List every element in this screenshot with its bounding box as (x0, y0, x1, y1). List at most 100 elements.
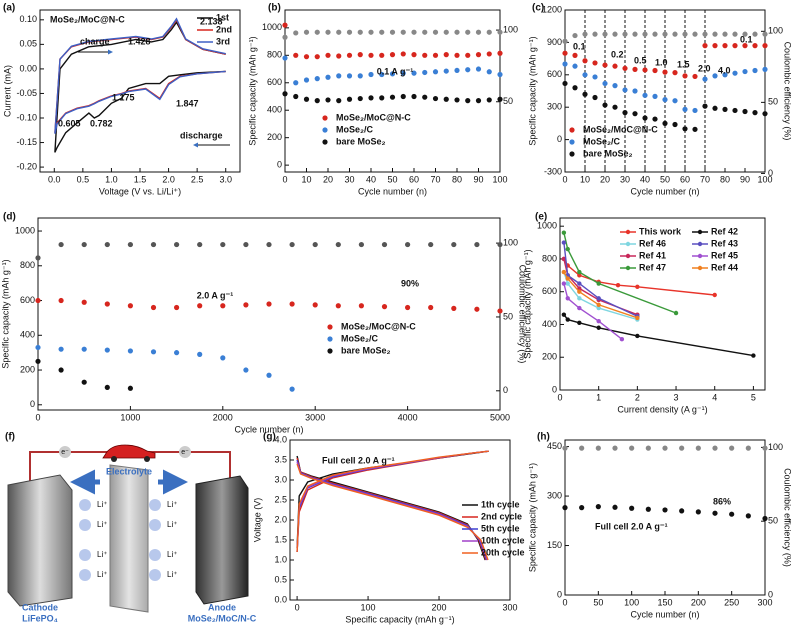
data-point (632, 66, 638, 72)
data-point (486, 97, 492, 103)
data-point (579, 445, 585, 451)
legend-marker (327, 336, 333, 342)
data-point (595, 504, 601, 510)
x-tick-label: 70 (430, 174, 440, 184)
y-tick-label: 450 (547, 441, 562, 451)
data-point (220, 355, 226, 361)
data-point (150, 304, 157, 311)
plot-frame (564, 439, 766, 596)
data-point (400, 29, 406, 35)
data-point (562, 38, 568, 44)
x-tick-label: 100 (361, 602, 376, 612)
y-tick-label: 150 (547, 540, 562, 550)
data-point (712, 43, 718, 49)
legend-label: bare MoSe₂ (336, 136, 386, 146)
cathode-material: LiFePO₄ (22, 613, 58, 623)
electron-icon (59, 446, 71, 458)
data-point (497, 71, 503, 78)
y-tick-label: 800 (542, 253, 557, 263)
data-point (622, 65, 628, 71)
data-point (58, 367, 64, 373)
wheel (111, 456, 117, 462)
data-point (357, 52, 363, 58)
data-point (752, 31, 758, 37)
ion-label: Li⁺ (97, 570, 107, 579)
anode-material: MoSe₂/MoC/N-C (188, 613, 257, 623)
y-tick-label: 200 (20, 364, 35, 374)
data-point (303, 96, 310, 102)
data-point (662, 120, 668, 126)
y-tick-label: 900 (547, 37, 562, 47)
data-point (565, 296, 570, 301)
data-point (465, 29, 471, 35)
data-point (358, 241, 364, 248)
x-tick-label: 60 (680, 174, 690, 184)
data-point (336, 53, 342, 59)
data-point (325, 29, 331, 35)
data-point (346, 29, 353, 35)
data-point (645, 445, 651, 451)
data-point (422, 52, 428, 58)
data-point (243, 302, 249, 308)
data-point (595, 445, 601, 451)
data-point (572, 52, 578, 58)
data-point (58, 241, 64, 248)
data-point (652, 93, 658, 99)
data-point (577, 320, 582, 326)
x-tick-label: 5000 (490, 412, 510, 422)
x-axis-label: Current density (A g⁻¹) (617, 404, 707, 414)
data-point (312, 302, 318, 308)
y-tick-label: 200 (542, 352, 557, 362)
data-point (104, 347, 110, 353)
data-point (722, 72, 728, 78)
data-point (702, 31, 708, 37)
legend-marker (327, 348, 333, 354)
legend-label: MoSe₂/MoC@N-C (336, 112, 411, 122)
data-point (428, 304, 434, 311)
data-point (381, 304, 388, 310)
data-point (411, 93, 417, 100)
data-point (346, 52, 353, 58)
data-point (712, 31, 718, 37)
data-point (592, 60, 598, 66)
data-point (619, 337, 625, 342)
data-point (602, 31, 608, 37)
y-tick-label: 300 (547, 102, 562, 112)
data-point (562, 61, 568, 67)
data-point (596, 319, 601, 324)
y-tick-label: 800 (267, 50, 282, 60)
data-point (150, 349, 157, 355)
panel: (h)0 50 100 150 200 250 3000150300450050100Cyc… (527, 432, 792, 620)
data-point (635, 315, 640, 321)
x-tick-label: 0 (562, 174, 567, 184)
data-point (562, 80, 568, 87)
y-tick-label: 3.0 (274, 474, 287, 484)
data-point (722, 106, 728, 112)
data-point (562, 445, 568, 451)
data-point (400, 70, 406, 76)
data-point (266, 372, 272, 378)
legend-label: 3rd (216, 36, 230, 46)
x-tick-label: 2.0 (162, 174, 175, 184)
data-point (762, 445, 768, 451)
y-tick-label: 300 (547, 490, 562, 500)
x-tick-label: 1.5 (134, 174, 147, 184)
data-point (582, 58, 588, 64)
data-point (612, 31, 618, 37)
data-point (293, 80, 299, 86)
y2-tick-label: 50 (503, 311, 513, 321)
data-point (565, 276, 570, 281)
legend-marker (322, 127, 328, 133)
data-point (762, 31, 768, 37)
legend-label: Ref 47 (639, 262, 666, 272)
data-line (296, 450, 489, 561)
data-point (293, 93, 299, 100)
y2-tick-label: 0 (503, 385, 508, 395)
x-tick-label: 50 (387, 174, 397, 184)
y-tick-label: 0.5 (274, 574, 287, 584)
legend-marker (569, 151, 575, 157)
data-point (732, 107, 738, 114)
panel-a-arrows (78, 49, 230, 148)
annotation: Full cell 2.0 A g⁻¹ (595, 521, 668, 531)
